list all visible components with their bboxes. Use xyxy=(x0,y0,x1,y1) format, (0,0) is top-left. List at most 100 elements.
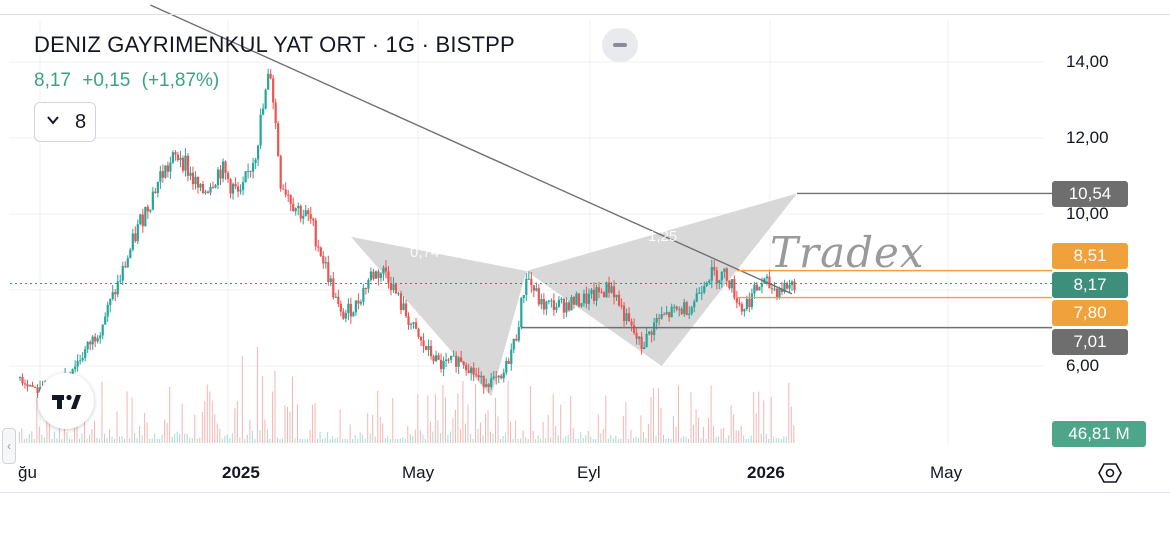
candle-body xyxy=(480,375,483,378)
volume-bar xyxy=(474,383,476,443)
tradingview-logo[interactable] xyxy=(38,373,94,429)
volume-bar xyxy=(332,436,334,443)
volume-bar xyxy=(647,424,649,443)
candle-body xyxy=(515,338,518,341)
volume-bar xyxy=(632,437,634,443)
candle-body xyxy=(379,273,383,279)
volume-bar xyxy=(352,438,354,443)
candle-body xyxy=(540,299,543,305)
candle-body xyxy=(587,293,591,304)
candle-body xyxy=(557,299,560,307)
candle-body xyxy=(605,282,608,298)
candle-body xyxy=(617,294,621,306)
candle-body xyxy=(765,276,769,279)
volume-bar xyxy=(384,437,386,443)
volume-bar xyxy=(66,432,68,443)
symbol-title[interactable]: DENIZ GAYRIMENKUL YAT ORT · 1G · BISTPP xyxy=(34,32,515,57)
candle-body xyxy=(179,157,182,160)
candle-body xyxy=(357,300,360,304)
volume-bar xyxy=(124,438,126,443)
candle-body xyxy=(144,206,147,227)
volume-bar xyxy=(261,375,263,443)
volume-bar xyxy=(46,410,48,443)
volume-bar xyxy=(91,429,93,443)
volume-bar xyxy=(585,435,587,443)
candle-body xyxy=(262,108,265,115)
candle-body xyxy=(439,359,443,370)
volume-bar xyxy=(437,420,439,443)
volume-bar xyxy=(462,380,464,443)
volume-bar xyxy=(452,418,454,443)
volume-bar xyxy=(555,426,557,443)
volume-bar xyxy=(592,438,594,443)
candle-body xyxy=(327,262,330,282)
candle-body xyxy=(653,322,656,335)
x-tick-label: 2026 xyxy=(747,463,785,482)
candle-body xyxy=(502,372,505,379)
tradingview-icon xyxy=(52,394,81,409)
volume-bar xyxy=(783,436,785,443)
volume-bar xyxy=(720,428,722,443)
volume-bar xyxy=(444,397,446,443)
candle-body xyxy=(111,292,114,299)
x-tick-label: 2025 xyxy=(222,463,260,482)
pattern-triangle xyxy=(526,193,798,366)
candle-body xyxy=(297,205,300,209)
volume-bar xyxy=(161,434,163,443)
volume-bar xyxy=(773,436,775,443)
volume-bar xyxy=(372,414,374,443)
trend-line xyxy=(150,4,793,295)
candle-body xyxy=(191,172,195,185)
candle-body xyxy=(755,284,759,291)
candle-body xyxy=(332,278,335,298)
candle-body xyxy=(119,280,122,282)
candle-body xyxy=(592,289,596,301)
volume-bar xyxy=(770,396,772,443)
volume-bar xyxy=(527,438,529,443)
volume-bar xyxy=(309,429,311,443)
candle-body xyxy=(745,298,748,310)
volume-bar xyxy=(119,436,121,443)
volume-bar xyxy=(364,438,366,443)
candle-body xyxy=(254,159,257,164)
candle-body xyxy=(352,312,355,317)
collapse-legend-button[interactable] xyxy=(602,28,638,62)
volume-bar xyxy=(429,421,431,443)
candle-body xyxy=(545,301,548,310)
volume-bar xyxy=(665,438,667,443)
candle-body xyxy=(560,298,563,300)
volume-bar xyxy=(211,400,213,443)
volume-bar xyxy=(201,411,203,443)
candle-body xyxy=(28,385,32,387)
volume-bar xyxy=(159,438,161,443)
volume-bar xyxy=(482,435,484,443)
candle-body xyxy=(106,304,109,317)
candle-body xyxy=(294,208,297,212)
volume-bar xyxy=(88,434,90,443)
volume-bar xyxy=(382,423,384,443)
grid xyxy=(10,20,1045,445)
scroll-left-handle[interactable]: ‹ xyxy=(2,428,16,464)
candle-body xyxy=(665,312,668,315)
candle-body xyxy=(126,258,129,268)
volume-bar xyxy=(580,432,582,443)
candle-body xyxy=(33,387,37,389)
volume-bar xyxy=(279,438,281,443)
settings-hexagon-icon[interactable] xyxy=(1098,461,1122,485)
x-tick-label: May xyxy=(402,463,435,482)
candle-body xyxy=(257,145,260,160)
candle-body xyxy=(455,355,458,367)
candle-body xyxy=(272,78,275,103)
volume-bar xyxy=(419,430,421,443)
candle-body xyxy=(750,293,753,308)
volume-bar xyxy=(630,429,632,443)
candle-body xyxy=(735,297,738,303)
candle-body xyxy=(728,280,731,289)
volume-bar xyxy=(274,370,276,443)
candle-body xyxy=(650,331,653,335)
candle-body xyxy=(517,327,520,341)
candle-body xyxy=(770,288,774,290)
indicator-toggle-button[interactable]: 8 xyxy=(34,102,96,142)
volume-bar xyxy=(497,416,499,443)
